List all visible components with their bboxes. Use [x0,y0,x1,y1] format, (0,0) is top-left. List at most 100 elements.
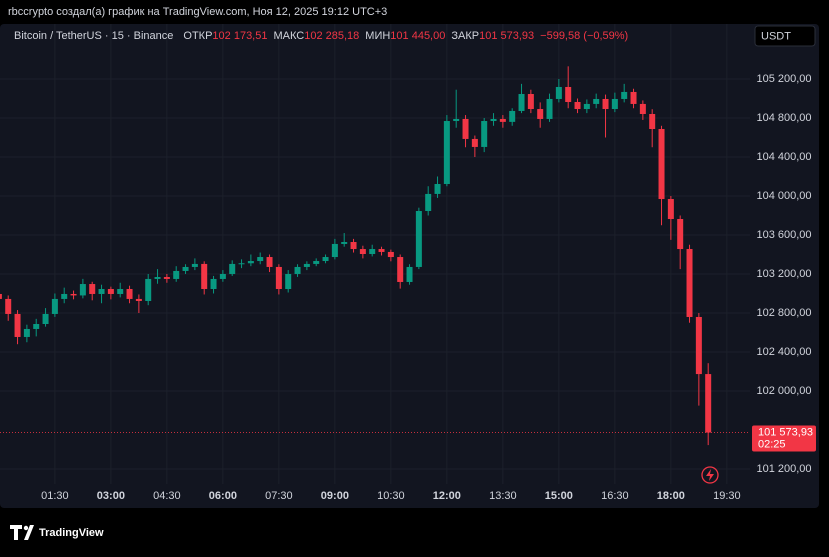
candle-body [294,266,301,274]
y-tick-label: 105 200,00 [756,73,811,85]
y-tick-label: 104 400,00 [756,151,811,163]
candle-body [117,289,124,294]
legend-label: ОТКР [183,30,212,42]
grid [0,24,750,484]
x-tick-label: 10:30 [377,490,405,502]
candle-body [219,273,226,279]
legend-label: ЗАКР [451,30,479,42]
legend-label: МАКС [273,30,304,42]
candle-body [275,266,282,290]
candle-body [350,242,357,250]
candle-body [686,249,693,317]
countdown: 02:25 [758,438,786,450]
candle-body [70,293,77,296]
x-tick-label: 03:00 [97,490,125,502]
candle-body [369,249,376,254]
currency[interactable]: USDT [761,30,791,42]
candle-body [266,257,273,267]
legend-value: 101 445,00 [390,30,445,42]
candle-body [0,293,2,299]
candle-body [481,121,488,147]
candle-body [518,94,525,111]
candle-body [51,298,58,314]
candle-body [583,103,590,110]
x-tick-label: 12:00 [433,490,461,502]
candle-body [546,98,553,119]
legend-value: 102 173,51 [212,30,267,42]
candle-body [611,98,618,110]
caption: rbccrypto создал(а) график на TradingVie… [8,6,387,18]
candle-body [191,263,198,267]
y-tick-label: 102 400,00 [756,346,811,358]
y-tick-label: 104 000,00 [756,190,811,202]
last-price-tag [752,425,816,452]
candle-body [98,289,105,294]
candle-body [415,211,422,267]
candle-body [313,261,320,264]
candle-body [79,284,86,296]
candle-body [145,278,152,301]
candle-body [397,257,404,282]
alert-icon[interactable] [701,466,719,484]
candle-body [201,263,208,290]
x-tick-label: 06:00 [209,490,237,502]
candle-body [527,94,534,110]
candle-body [341,242,348,244]
y-tick-label: 104 800,00 [756,112,811,124]
candle-body [630,91,637,104]
candle-body [621,91,628,99]
candle-body [509,110,516,122]
candle-body [163,277,170,279]
candle-body [565,86,572,102]
candle-body [602,98,609,110]
x-tick-label: 13:30 [489,490,517,502]
legend-label: МИН [365,30,390,42]
candle-body [182,266,189,271]
y-tick-label: 102 800,00 [756,307,811,319]
candle-body [33,324,40,329]
candle-body [649,113,656,130]
x-tick-label: 18:00 [657,490,685,502]
candle-body [126,289,133,299]
y-tick-label: 103 200,00 [756,268,811,280]
candles [0,66,712,446]
candle-body [695,316,702,375]
currency-box[interactable] [754,25,816,47]
candle-body [135,298,142,301]
alert-bolt [706,469,714,481]
candle-body [322,257,329,262]
x-tick-label: 01:30 [41,490,69,502]
candle-body [257,257,264,262]
candle-body [89,284,96,294]
candle-body [107,289,114,294]
candle-body [210,278,217,290]
candle-body [490,118,497,122]
candle-body [387,251,394,258]
candle-body [378,249,385,252]
x-tick-label: 19:30 [713,490,741,502]
legend: Bitcoin / TetherUS · 15 · Binance ОТКР102… [14,30,628,42]
x-tick-label: 16:30 [601,490,629,502]
logo-dot [23,525,29,531]
x-tick-label: 15:00 [545,490,573,502]
candle-body [705,374,712,433]
x-tick-label: 07:30 [265,490,293,502]
candle-body [443,121,450,184]
candle-body [303,263,310,267]
candle-body [42,313,49,325]
candle-body [667,199,674,219]
candle-body [331,243,338,258]
candle-body [499,118,506,122]
candle-body [658,129,665,200]
candle-body [555,86,562,99]
candle-body [537,109,544,119]
legend-value: 101 573,93 [479,30,534,42]
candle-body [285,273,292,290]
candle-body [471,138,478,147]
candle-body [453,118,460,122]
candle-body [434,183,441,194]
last-price-label: 101 573,93 [758,426,813,438]
candle-body [238,263,245,265]
candle-body [574,101,581,110]
